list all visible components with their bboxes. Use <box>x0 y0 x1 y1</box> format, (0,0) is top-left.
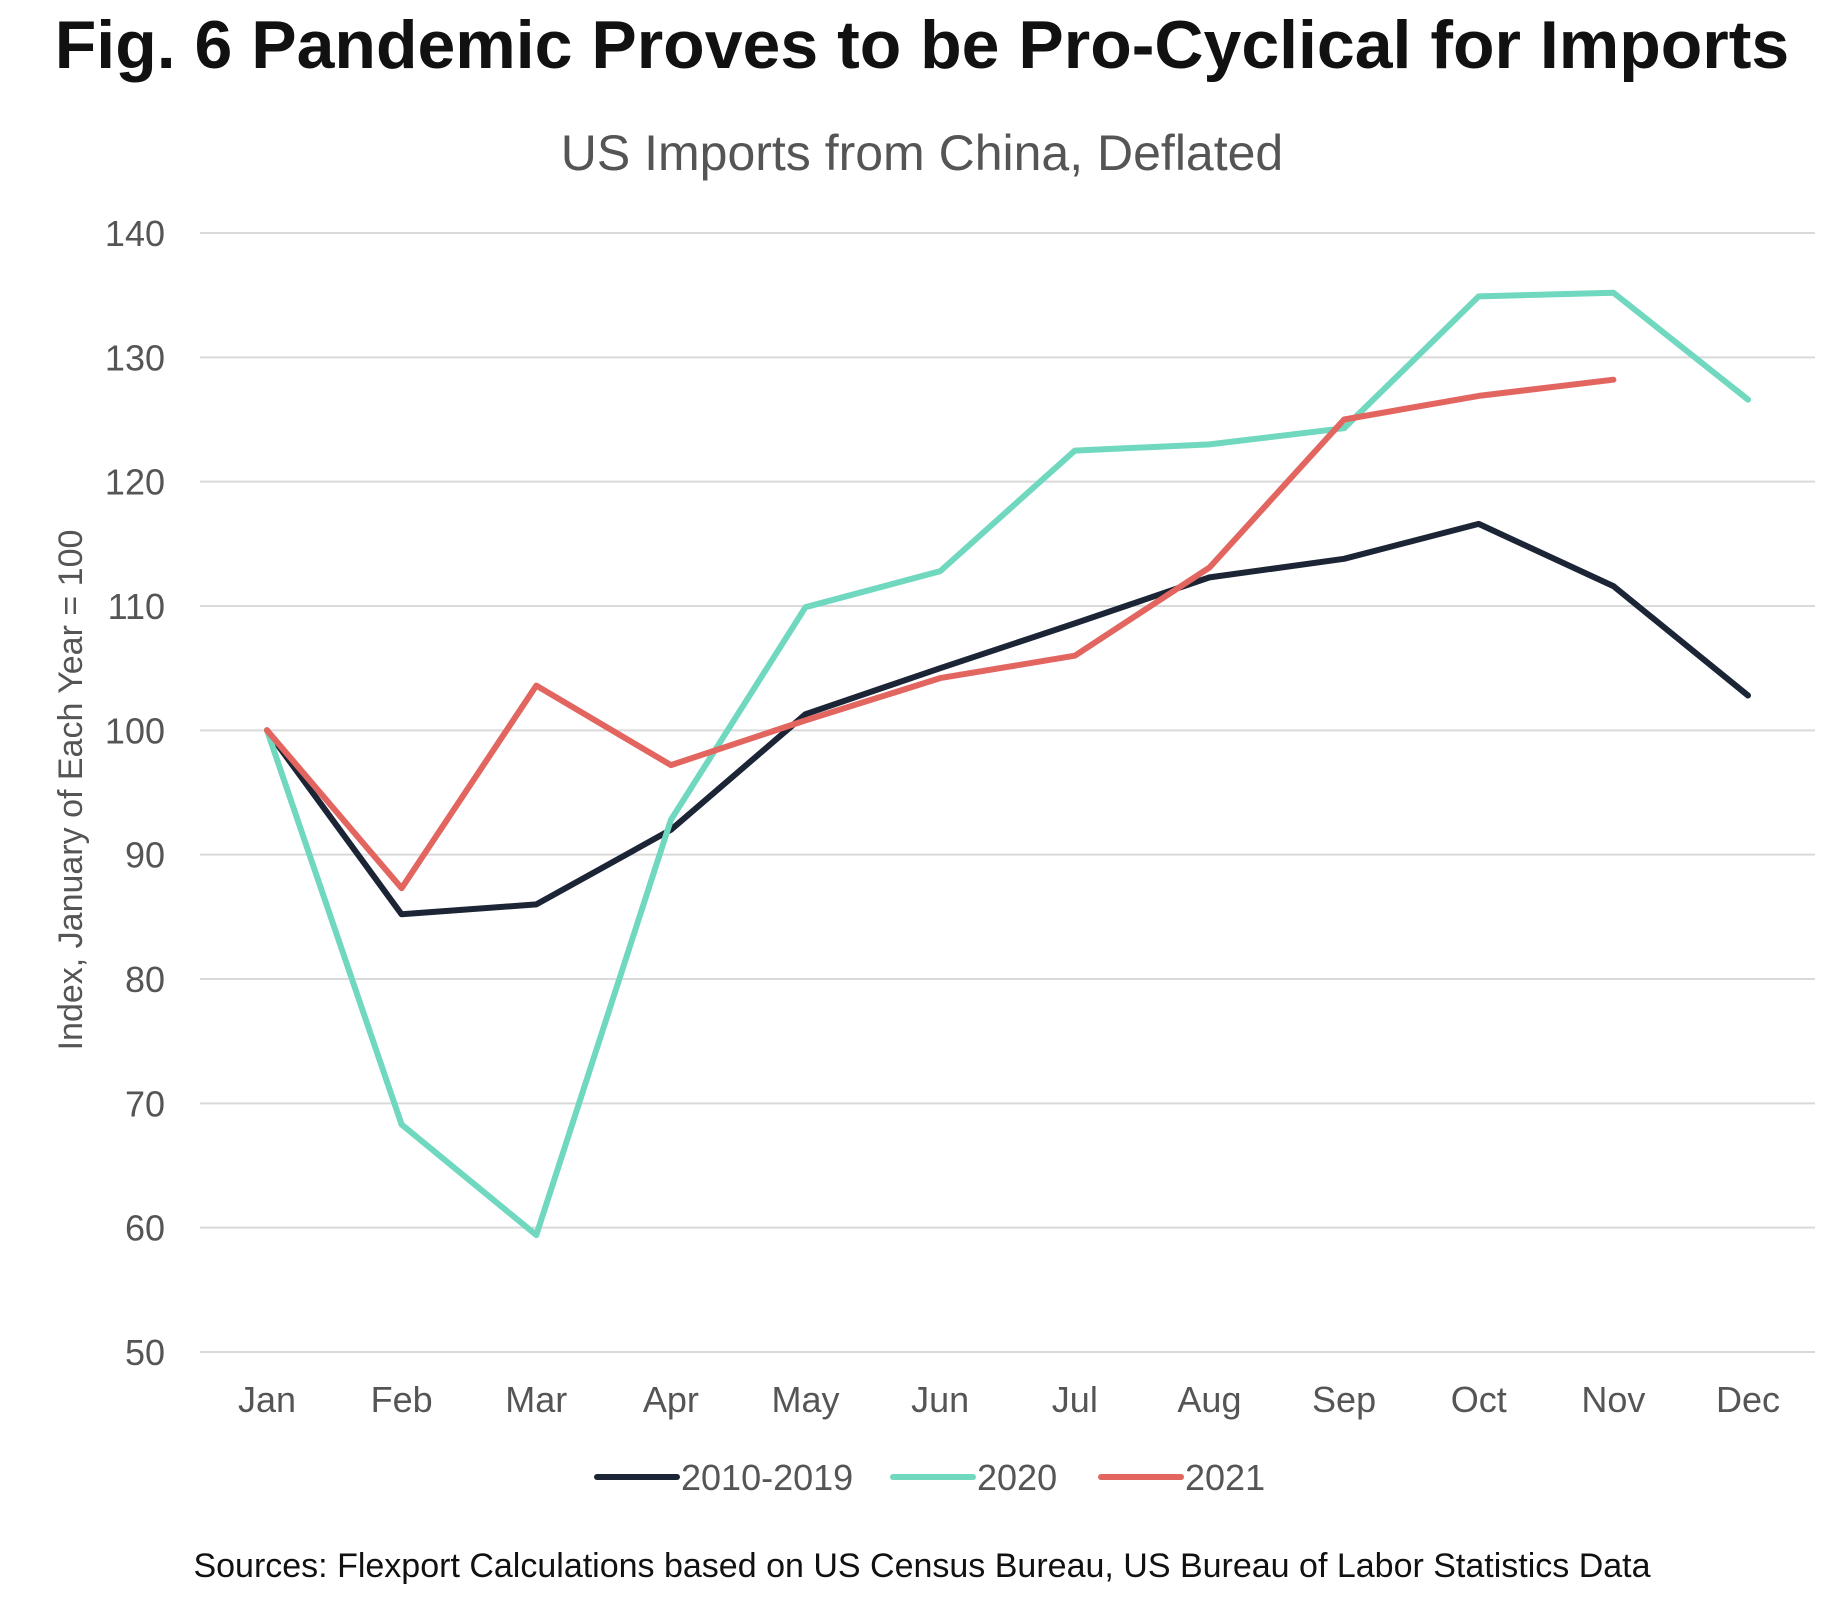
y-axis-title: Index, January of Each Year = 100 <box>52 530 90 1051</box>
legend-label: 2021 <box>1185 1457 1265 1498</box>
chart-subtitle: US Imports from China, Deflated <box>561 125 1284 181</box>
x-axis-ticks: Jan Feb Mar Apr May Jun Jul Aug Sep Oct Nov Dec <box>238 1379 1780 1420</box>
series-group <box>264 289 1751 1239</box>
x-tick-label: May <box>772 1379 840 1420</box>
x-tick-label: Oct <box>1451 1379 1507 1420</box>
series-line-2020 <box>264 289 1751 1239</box>
y-tick-label: 50 <box>125 1332 165 1373</box>
y-tick-label: 100 <box>105 710 165 751</box>
x-tick-label: Jun <box>911 1379 969 1420</box>
y-tick-label: 110 <box>108 586 165 627</box>
x-tick-label: Aug <box>1177 1379 1241 1420</box>
series-line-2010-2019 <box>264 520 1751 918</box>
series-line-2021 <box>264 376 1617 892</box>
x-tick-label: Mar <box>505 1379 567 1420</box>
x-tick-label: Jan <box>238 1379 296 1420</box>
legend-label: 2020 <box>977 1457 1057 1498</box>
y-tick-label: 140 <box>105 213 165 254</box>
x-tick-label: Nov <box>1581 1379 1645 1420</box>
x-tick-label: Jul <box>1052 1379 1098 1420</box>
legend-label: 2010-2019 <box>681 1457 853 1498</box>
source-note: Sources: Flexport Calculations based on … <box>193 1547 1650 1585</box>
x-tick-label: Sep <box>1312 1379 1376 1420</box>
y-tick-label: 130 <box>105 337 165 378</box>
y-tick-label: 120 <box>105 462 165 503</box>
legend: 2010-2019 2020 2021 <box>594 1457 1265 1498</box>
y-axis-ticks: 50 60 70 80 90 100 110 120 130 140 <box>105 213 165 1373</box>
x-tick-label: Apr <box>643 1379 699 1420</box>
grid <box>200 232 1815 1353</box>
x-tick-label: Dec <box>1716 1379 1780 1420</box>
chart-title: Fig. 6 Pandemic Proves to be Pro-Cyclica… <box>55 7 1789 83</box>
y-tick-label: 80 <box>125 959 165 1000</box>
y-tick-label: 70 <box>125 1083 165 1124</box>
y-tick-label: 60 <box>125 1208 165 1249</box>
x-tick-label: Feb <box>371 1379 433 1420</box>
y-tick-label: 90 <box>125 835 165 876</box>
